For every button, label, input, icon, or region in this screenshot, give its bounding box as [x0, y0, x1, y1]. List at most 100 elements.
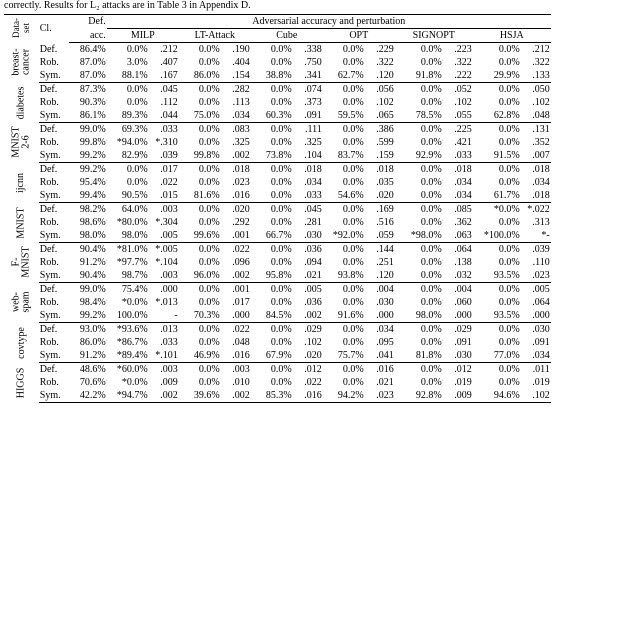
attack-pert-cell: .034	[443, 176, 473, 189]
attack-pert-cell: .000	[443, 309, 473, 323]
attack-pert-cell: -	[149, 309, 179, 323]
attack-acc-cell: *97.7%	[107, 256, 149, 269]
attack-acc-cell: 85.3%	[251, 389, 293, 403]
cl-cell: Sym.	[39, 269, 69, 283]
attack-pert-cell: .750	[293, 56, 323, 69]
attack-acc-cell: 99.8%	[179, 149, 221, 163]
dataset-cell: web-spam	[4, 283, 39, 323]
attack-pert-cell: .030	[521, 323, 551, 337]
attack-pert-cell: .002	[221, 389, 251, 403]
attack-acc-cell: 0.0%	[473, 376, 521, 389]
table-row: Rob.87.0%3.0%.4070.0%.4040.0%.7500.0%.32…	[4, 56, 551, 69]
cl-cell: Def.	[39, 123, 69, 137]
attack-acc-cell: 0.0%	[251, 96, 293, 109]
attack-pert-cell: .421	[443, 136, 473, 149]
attack-pert-cell: .325	[293, 136, 323, 149]
attack-pert-cell: .091	[521, 336, 551, 349]
attack-pert-cell: .102	[293, 336, 323, 349]
table-row: HIGGSDef.48.6%*60.0%.0030.0%.0030.0%.012…	[4, 363, 551, 377]
attack-acc-cell: 0.0%	[473, 323, 521, 337]
attack-acc-cell: 0.0%	[395, 323, 443, 337]
attack-pert-cell: .022	[221, 243, 251, 257]
attack-pert-cell: .094	[293, 256, 323, 269]
dataset-cell: covtype	[4, 323, 39, 363]
page: correctly. Results for L₂ attacks are in…	[0, 0, 640, 620]
cl-cell: Def.	[39, 323, 69, 337]
attack-acc-cell: 39.6%	[179, 389, 221, 403]
attack-acc-cell: 83.7%	[323, 149, 365, 163]
table-row: Sym.86.1%89.3%.04475.0%.03460.3%.09159.5…	[4, 109, 551, 123]
cl-cell: Rob.	[39, 296, 69, 309]
attack-pert-cell: .055	[443, 109, 473, 123]
attack-pert-cell: .386	[365, 123, 395, 137]
cl-cell: Rob.	[39, 216, 69, 229]
attack-acc-cell: 98.0%	[107, 229, 149, 243]
attack-pert-cell: *-	[521, 229, 551, 243]
attack-pert-cell: .223	[443, 43, 473, 57]
attack-acc-cell: 0.0%	[251, 189, 293, 203]
table-row: Sym.90.4%98.7%.00396.0%.00295.8%.02193.8…	[4, 269, 551, 283]
attack-pert-cell: .281	[293, 216, 323, 229]
attack-pert-cell: .003	[221, 363, 251, 377]
attack-pert-cell: .064	[521, 296, 551, 309]
attack-pert-cell: .000	[521, 309, 551, 323]
attack-acc-cell: 0.0%	[473, 136, 521, 149]
defacc-cell: 86.0%	[69, 336, 107, 349]
attack-acc-cell: *98.0%	[395, 229, 443, 243]
dataset-cell: MNIST	[4, 203, 39, 243]
cl-cell: Def.	[39, 283, 69, 297]
attack-pert-cell: .033	[149, 336, 179, 349]
attack-pert-cell: .225	[443, 123, 473, 137]
attack-pert-cell: .030	[443, 349, 473, 363]
attack-acc-cell: 0.0%	[107, 96, 149, 109]
attack-pert-cell: .012	[293, 363, 323, 377]
table-row: Rob.70.6%*0.0%.0090.0%.0100.0%.0220.0%.0…	[4, 376, 551, 389]
attack-acc-cell: 0.0%	[473, 43, 521, 57]
attack-acc-cell: 77.0%	[473, 349, 521, 363]
attack-pert-cell: .169	[365, 203, 395, 217]
attack-pert-cell: .096	[221, 256, 251, 269]
attack-acc-cell: 0.0%	[395, 376, 443, 389]
table-body: breast-cancerDef.86.4%0.0%.2120.0%.1900.…	[4, 43, 551, 403]
defacc-cell: 86.1%	[69, 109, 107, 123]
cl-cell: Def.	[39, 243, 69, 257]
attack-acc-cell: 93.5%	[473, 269, 521, 283]
attack-acc-cell: 0.0%	[395, 56, 443, 69]
attack-acc-cell: 0.0%	[251, 83, 293, 97]
attack-pert-cell: .056	[365, 83, 395, 97]
attack-pert-cell: .325	[221, 136, 251, 149]
attack-acc-cell: 0.0%	[251, 176, 293, 189]
attack-pert-cell: .016	[221, 189, 251, 203]
attack-pert-cell: .222	[443, 69, 473, 83]
attack-acc-cell: 0.0%	[179, 176, 221, 189]
defacc-cell: 93.0%	[69, 323, 107, 337]
attack-pert-cell: .023	[365, 389, 395, 403]
attack-pert-cell: .048	[221, 336, 251, 349]
attack-acc-cell: 95.8%	[251, 269, 293, 283]
attack-acc-cell: 3.0%	[107, 56, 149, 69]
attack-acc-cell: 54.6%	[323, 189, 365, 203]
attack-pert-cell: .029	[443, 323, 473, 337]
attack-pert-cell: .033	[293, 189, 323, 203]
attack-pert-cell: .091	[293, 109, 323, 123]
attack-pert-cell: .064	[443, 243, 473, 257]
adversarial-table: Data-set Cl. Def. Adversarial accuracy a…	[4, 14, 551, 403]
attack-pert-cell: .322	[443, 56, 473, 69]
attack-acc-cell: 29.9%	[473, 69, 521, 83]
dataset-label: web-spam	[11, 291, 31, 312]
attack-pert-cell: .516	[365, 216, 395, 229]
attack-acc-cell: 0.0%	[473, 336, 521, 349]
attack-acc-cell: 0.0%	[395, 176, 443, 189]
defacc-cell: 87.0%	[69, 69, 107, 83]
attack-pert-cell: *.104	[149, 256, 179, 269]
attack-pert-cell: .045	[293, 203, 323, 217]
attack-pert-cell: .020	[365, 189, 395, 203]
attack-pert-cell: .001	[221, 229, 251, 243]
attack-pert-cell: .005	[149, 229, 179, 243]
attack-acc-cell: 62.8%	[473, 109, 521, 123]
col-attack-0: MILP	[107, 29, 179, 43]
attack-pert-cell: *.005	[149, 243, 179, 257]
attack-acc-cell: 0.0%	[179, 256, 221, 269]
attack-pert-cell: .091	[443, 336, 473, 349]
defacc-cell: 42.2%	[69, 389, 107, 403]
